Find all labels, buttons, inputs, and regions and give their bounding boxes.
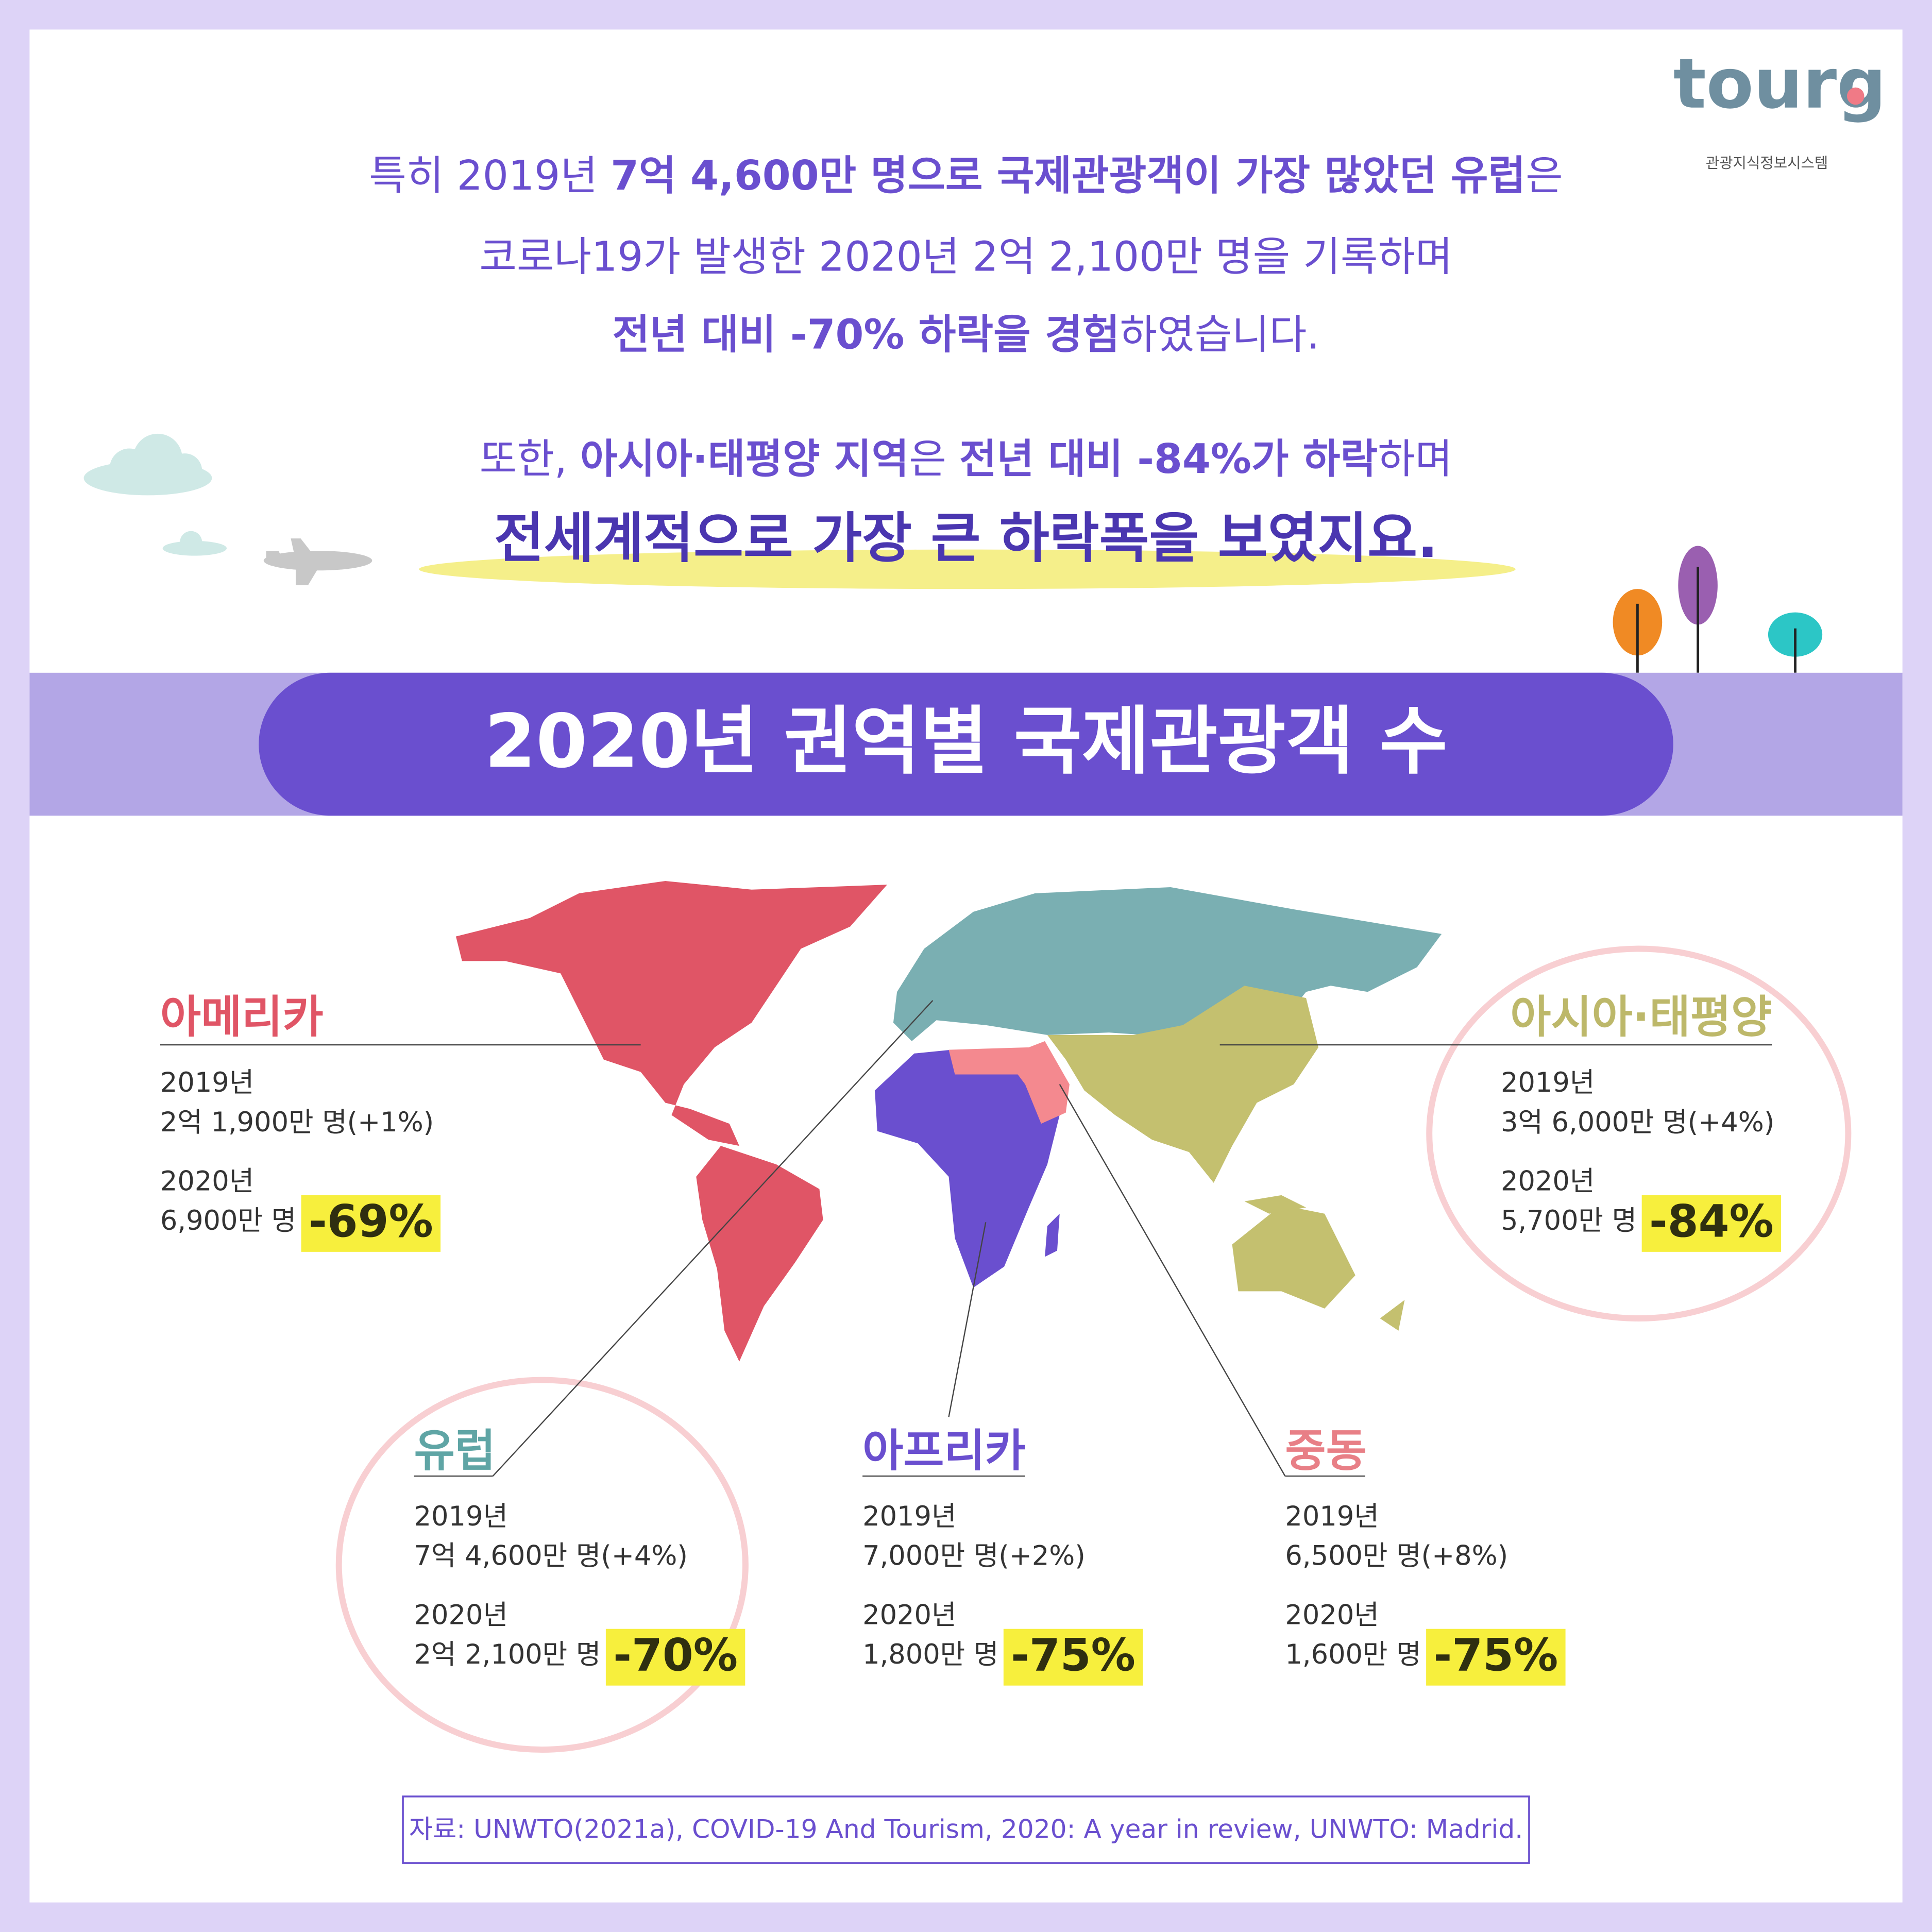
change-value: -75% <box>1433 1630 1558 1682</box>
intro-line: 코로나19가 발생한 2020년 2억 2,100만 명을 기록하며 <box>479 233 1452 281</box>
intro-emphasis: 전세계적으로 가장 큰 하락폭을 보였지요. <box>494 506 1438 570</box>
banner-pill <box>259 672 1673 816</box>
intro-text: 은 <box>1526 152 1563 199</box>
change-value: -69% <box>309 1196 433 1248</box>
region-name: 아프리카 <box>862 1426 1026 1477</box>
leader-lines <box>160 1000 1772 1477</box>
value-2019: 3억 6,000만 명(+4%) <box>1501 1107 1774 1138</box>
value-2020: 1,800만 명 <box>862 1639 998 1670</box>
intro-bold: 전년 대비 -70% 하락을 경험 <box>613 311 1120 359</box>
intro-bold: 아시아·태평양 지역 <box>580 435 909 483</box>
year-label: 2020년 <box>414 1599 508 1631</box>
year-label: 2019년 <box>160 1067 254 1098</box>
trees <box>1613 546 1823 673</box>
change-badge <box>1426 1629 1566 1686</box>
intro-bold: 전년 대비 -84%가 하락 <box>959 435 1378 483</box>
intro-text: 은 <box>909 435 959 483</box>
region-name: 아시아·태평양 <box>1510 992 1772 1043</box>
regions: 아메리카 2019년 2억 1,900만 명(+1%) 2020년 6,900만 명 -6… <box>160 992 1782 1686</box>
world-map <box>455 880 1442 1362</box>
intro-text: 특히 2019년 <box>369 152 611 199</box>
intro-bold: 7억 4,600만 명으로 국제관광객이 가장 많았던 유럽 <box>611 152 1526 199</box>
change-badge <box>1003 1629 1143 1686</box>
intro-text: 하며 <box>1378 435 1452 483</box>
year-label: 2020년 <box>862 1599 956 1631</box>
source-box <box>402 1795 1530 1864</box>
intro-line: 또한, 아시아·태평양 지역은 전년 대비 -84%가 하락하며 <box>480 435 1453 483</box>
logo-name: tourg <box>1673 44 1886 124</box>
value-2019: 7,000만 명(+2%) <box>862 1540 1086 1572</box>
year-label: 2019년 <box>1501 1067 1595 1098</box>
intro-text: 코로나19가 발생한 2020년 2억 2,100만 명을 기록하며 <box>479 233 1452 281</box>
region-name: 아메리카 <box>160 992 324 1043</box>
value-2019: 2억 1,900만 명(+1%) <box>160 1107 434 1138</box>
intro-text: 하였습니다. <box>1120 311 1319 359</box>
year-label: 2020년 <box>1501 1166 1595 1197</box>
value-2020: 1,600만 명 <box>1285 1639 1421 1670</box>
logo-tagline: 관광지식정보시스템 <box>1706 154 1828 172</box>
change-badge <box>1641 1195 1782 1252</box>
change-value: -84% <box>1649 1196 1774 1248</box>
value-2020: 5,700만 명 <box>1501 1205 1637 1236</box>
value-2020: 2억 2,100만 명 <box>414 1639 601 1670</box>
clouds <box>83 433 227 556</box>
logo-pin <box>1846 87 1865 105</box>
year-label: 2020년 <box>1285 1599 1379 1631</box>
value-2019: 6,500만 명(+8%) <box>1285 1540 1508 1572</box>
year-label: 2019년 <box>414 1501 508 1532</box>
highlight-circle <box>1426 945 1852 1321</box>
highlight <box>419 549 1516 589</box>
banner-title: 2020년 권역별 국제관광객 수 <box>484 698 1447 784</box>
intro-line: 전년 대비 -70% 하락을 경험하였습니다. <box>613 311 1320 359</box>
year-label: 2019년 <box>1285 1501 1379 1532</box>
highlight-circle <box>335 1377 749 1753</box>
plane <box>263 538 372 586</box>
intro-text: 또한, <box>480 435 580 483</box>
intro-line: 특히 2019년 7억 4,600만 명으로 국제관광객이 가장 많았던 유럽은 <box>369 152 1563 199</box>
value-2019: 7억 4,600만 명(+4%) <box>414 1540 688 1572</box>
year-label: 2019년 <box>862 1501 956 1532</box>
value-2020: 6,900만 명 <box>160 1205 296 1236</box>
year-label: 2020년 <box>160 1166 254 1197</box>
source: 자료: UNWTO(2021a), COVID-19 And Tourism, … <box>409 1814 1523 1844</box>
change-badge <box>605 1629 745 1686</box>
change-value: -70% <box>613 1630 738 1682</box>
region-name: 중동 <box>1285 1426 1366 1477</box>
change-value: -75% <box>1011 1630 1136 1682</box>
region-name: 유럽 <box>414 1426 496 1477</box>
change-badge <box>301 1195 441 1252</box>
